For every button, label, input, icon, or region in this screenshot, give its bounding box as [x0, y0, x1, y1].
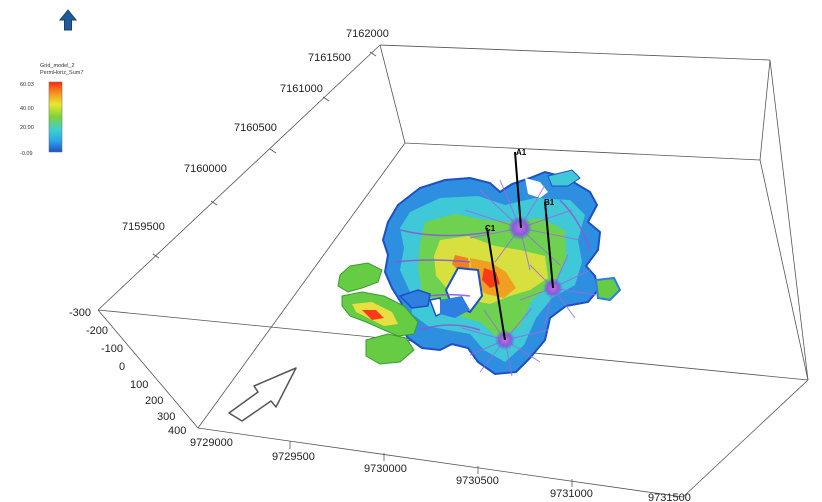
- permeability-surface: [337, 169, 622, 377]
- z-tick-label: 100: [130, 379, 148, 391]
- well-c1[interactable]: C1: [485, 224, 506, 341]
- color-legend: Grid_model_2 PermHoriz_Sum7 60.03 40.00 …: [20, 63, 83, 157]
- legend-subtitle: PermHoriz_Sum7: [40, 70, 83, 76]
- z-tick-label: -300: [69, 307, 91, 319]
- z-tick-label: -100: [101, 343, 123, 355]
- z-tick-label: 300: [157, 411, 175, 423]
- y-tick-label: 7161000: [280, 83, 323, 95]
- z-tick-label: -200: [86, 325, 108, 337]
- x-tick-label: 9729000: [190, 437, 233, 449]
- north-arrow-icon: [58, 9, 78, 31]
- legend-tick: 40.00: [20, 106, 34, 112]
- x-axis-labels: 9729000 9729500 9730000 9730500 9731000 …: [190, 437, 691, 502]
- y-tick-label: 7159500: [122, 221, 165, 233]
- z-tick-label: 200: [145, 395, 163, 407]
- well-label: B1: [544, 198, 555, 207]
- well-label: A1: [516, 148, 527, 157]
- wells: A1 B1 C1: [485, 148, 555, 341]
- legend-title: Grid_model_2: [40, 63, 75, 69]
- legend-tick: 60.03: [20, 82, 34, 88]
- well-a1[interactable]: A1: [514, 148, 527, 229]
- y-tick-label: 7162000: [346, 28, 389, 40]
- x-tick-label: 9731500: [648, 492, 691, 502]
- y-tick-label: 7161500: [308, 52, 351, 64]
- z-tick-label: 400: [168, 425, 186, 437]
- flow-direction-arrow-icon: [228, 367, 297, 422]
- well-b1[interactable]: B1: [544, 198, 555, 289]
- axis-ticks: [152, 51, 573, 487]
- legend-tick: -0.09: [20, 151, 33, 157]
- y-tick-label: 7160000: [184, 163, 227, 175]
- z-axis-labels: -300 -200 -100 0 100 200 300 400: [69, 307, 186, 437]
- y-tick-label: 7160500: [234, 122, 277, 134]
- y-axis-labels: 7162000 7161500 7161000 7160500 7160000 …: [122, 28, 389, 233]
- x-tick-label: 9731000: [550, 488, 593, 500]
- x-tick-label: 9730000: [364, 463, 407, 475]
- bounding-box: [97, 44, 809, 498]
- legend-tick: 20.00: [20, 125, 34, 131]
- x-tick-label: 9729500: [272, 451, 315, 463]
- z-tick-label: 0: [119, 361, 125, 373]
- well-label: C1: [485, 224, 496, 233]
- x-tick-label: 9730500: [456, 475, 499, 487]
- legend-color-bar: [48, 81, 63, 153]
